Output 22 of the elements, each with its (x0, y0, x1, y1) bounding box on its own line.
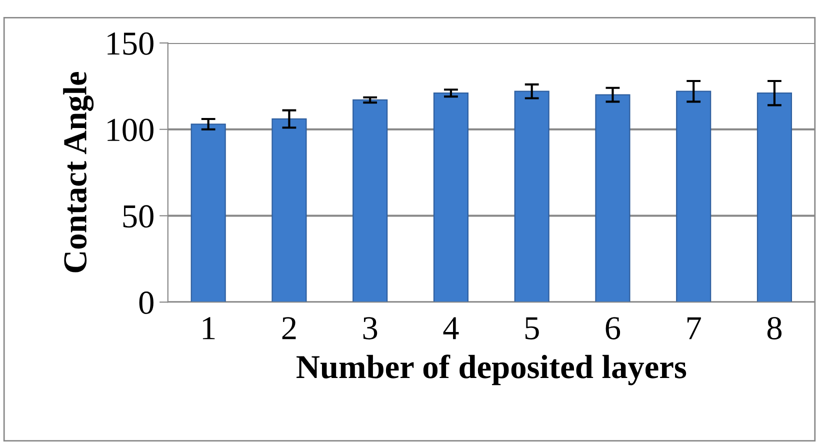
bar (272, 118, 307, 302)
bar (514, 90, 550, 302)
x-tick-label: 7 (687, 317, 701, 340)
x-tick-label: 2 (282, 317, 296, 340)
x-tick-label: 1 (202, 317, 215, 340)
x-tick-label: 3 (363, 317, 378, 340)
y-axis-title: Contact Angle (63, 72, 94, 272)
x-tick-label: 8 (767, 316, 782, 340)
y-tick-label: 0 (139, 292, 154, 314)
bar (756, 92, 792, 302)
bar (433, 92, 468, 302)
x-tick-label: 5 (525, 317, 539, 340)
bar (352, 99, 388, 302)
y-tick-label: 100 (108, 118, 154, 142)
x-tick-label: 4 (443, 317, 459, 340)
x-tick-label: 6 (606, 317, 620, 340)
y-tick-label: 150 (108, 32, 154, 55)
bar (190, 124, 226, 302)
y-tick-label: 50 (123, 205, 154, 228)
x-axis-title: Number of deposited layers (296, 354, 686, 386)
bar (676, 90, 712, 302)
bar (595, 94, 630, 302)
